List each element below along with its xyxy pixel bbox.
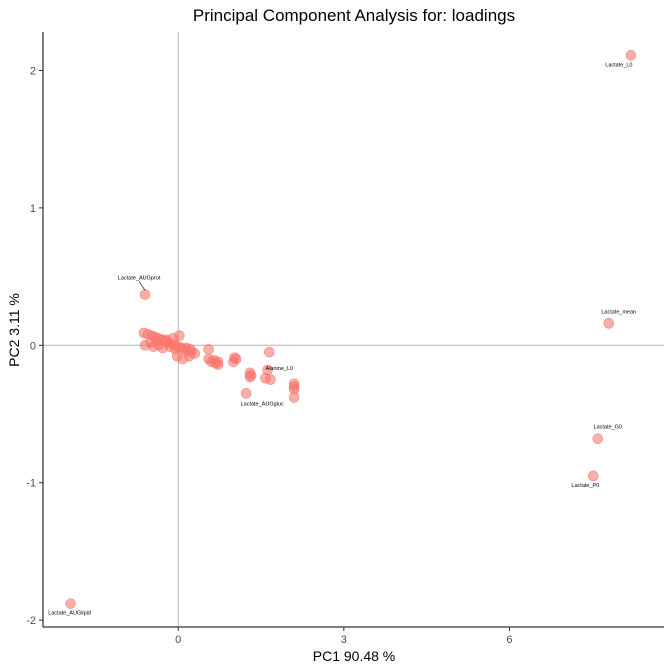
y-tick-label: 2	[30, 65, 36, 77]
x-tick-label: 6	[506, 634, 512, 646]
labeled-data-point	[139, 289, 151, 300]
data-point	[265, 374, 276, 385]
data-point	[185, 344, 196, 355]
point-label: Lactate_P0	[571, 483, 599, 489]
y-tick-label: -2	[26, 615, 36, 627]
labeled-data-point	[264, 346, 275, 358]
data-point	[244, 371, 256, 383]
x-tick-label: 3	[341, 634, 347, 646]
y-axis-title: PC2 3.11 %	[6, 293, 22, 367]
labeled-data-point	[240, 388, 252, 399]
labeled-data-point	[592, 433, 604, 445]
data-point	[203, 344, 214, 355]
labeled-data-point	[625, 50, 637, 61]
x-tick-label: 0	[175, 634, 181, 646]
x-axis-title: PC1 90.48 %	[313, 648, 396, 664]
label-leader-line	[138, 281, 146, 291]
labeled-data-point	[65, 598, 76, 609]
point-label: Lactate_L0	[605, 62, 632, 68]
labeled-data-point	[588, 470, 599, 482]
data-point	[288, 392, 300, 403]
point-label: Lactate_AUGprot	[118, 275, 161, 281]
point-label: Lactate_mean	[601, 309, 636, 315]
data-point	[174, 330, 185, 341]
axes: 0 3 6 -2 -1 0 1 2	[26, 32, 664, 646]
points-layer	[65, 50, 637, 609]
data-point	[212, 359, 224, 370]
point-labels-layer: Lactate_L0 Lactate_mean Lactate_G0 Lactate_…	[48, 62, 636, 616]
point-label: Alanine_L0	[266, 366, 294, 372]
point-label: Lactate_G0	[594, 425, 622, 431]
y-tick-label: 1	[30, 203, 36, 215]
reference-lines	[43, 32, 664, 627]
point-label: Lactate_AUGgluc	[241, 401, 284, 407]
labeled-data-point	[603, 318, 615, 329]
y-tick-label: -1	[26, 478, 36, 490]
y-tick-label: 0	[30, 340, 36, 352]
chart-title: Principal Component Analysis for: loadin…	[193, 6, 515, 25]
point-label: Lactate_AUGlipid	[48, 611, 91, 617]
data-point	[228, 356, 239, 368]
